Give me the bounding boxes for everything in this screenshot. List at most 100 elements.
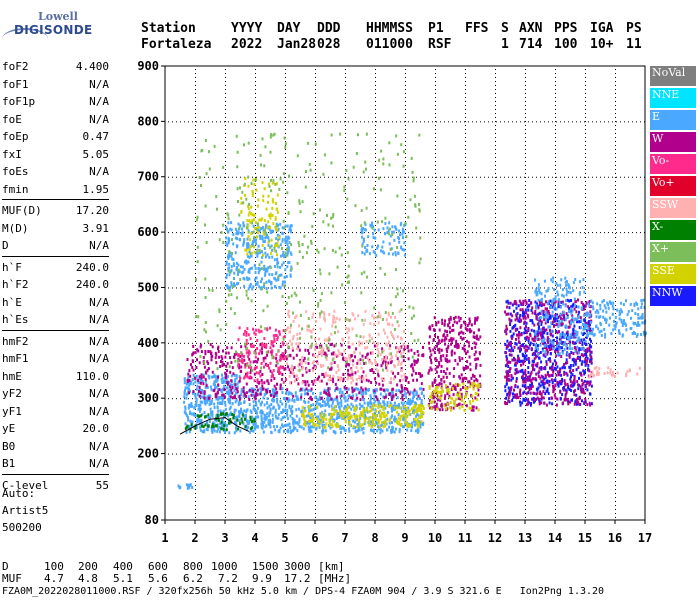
grid-dot (375, 465, 376, 466)
echo-point (392, 377, 395, 381)
echo-point (245, 391, 248, 395)
grid-dot (255, 301, 256, 302)
echo-point (235, 374, 238, 377)
grid-dot (476, 453, 477, 455)
grid-dot (345, 133, 346, 134)
grid-dot (384, 176, 385, 178)
grid-dot (375, 501, 376, 502)
echo-point (262, 430, 265, 434)
grid-dot (615, 201, 616, 202)
grid-dot (435, 445, 436, 446)
grid-dot (315, 85, 316, 86)
echo-point (338, 413, 341, 417)
grid-dot (495, 221, 496, 222)
echo-point (236, 415, 239, 419)
param-name: MUF(D) (2, 204, 42, 217)
echo-point (218, 413, 220, 417)
grid-dot (255, 245, 256, 246)
echo-point (365, 340, 368, 343)
grid-dot (504, 121, 505, 123)
grid-dot (465, 441, 466, 442)
echo-point (312, 422, 315, 426)
grid-dot (465, 453, 466, 454)
grid-dot (585, 261, 586, 262)
echo-point (368, 358, 371, 362)
grid-dot (555, 273, 556, 274)
grid-dot (328, 176, 329, 178)
echo-point (376, 398, 379, 401)
echo-point (291, 405, 294, 409)
grid-dot (435, 309, 436, 310)
echo-point (366, 353, 369, 357)
echo-point (206, 368, 209, 372)
grid-dot (345, 221, 346, 222)
grid-dot (616, 232, 617, 234)
grid-dot (260, 121, 261, 123)
grid-dot (285, 305, 286, 306)
grid-dot (195, 409, 196, 410)
echo-point (409, 390, 412, 394)
param-value: 55 (95, 478, 109, 492)
grid-dot (315, 341, 316, 342)
grid-dot (585, 181, 586, 182)
grid-dot (315, 357, 316, 358)
grid-dot (255, 133, 256, 134)
echo-point (370, 420, 373, 424)
grid-dot (616, 287, 617, 289)
grid-dot (525, 117, 526, 118)
grid-dot (368, 398, 369, 400)
echo-point (286, 409, 289, 412)
echo-point (369, 351, 372, 355)
grid-dot (296, 287, 297, 289)
grid-dot (172, 453, 173, 455)
grid-dot (345, 245, 346, 246)
grid-dot (368, 176, 369, 178)
echo-point (194, 380, 197, 384)
grid-dot (375, 261, 376, 262)
echo-point (254, 355, 257, 359)
echo-point (266, 401, 269, 405)
grid-dot (584, 121, 585, 123)
grid-dot (435, 209, 436, 210)
echo-point (377, 372, 380, 376)
grid-dot (285, 165, 286, 166)
grid-dot (585, 85, 586, 86)
echo-point (330, 377, 333, 381)
echo-point (390, 377, 392, 381)
grid-dot (525, 241, 526, 242)
echo-point (250, 411, 253, 414)
echo-point (260, 362, 263, 365)
echo-point (212, 375, 215, 379)
echo-point (245, 351, 248, 355)
echo-point (269, 361, 272, 365)
grid-dot (468, 176, 469, 178)
echo-point (391, 333, 393, 337)
echo-point (265, 424, 268, 428)
grid-dot (596, 342, 597, 344)
grid-dot (268, 121, 269, 123)
grid-dot (520, 232, 521, 234)
echo-point (355, 382, 358, 386)
grid-dot (345, 85, 346, 86)
echo-point (256, 378, 259, 382)
grid-dot (572, 453, 573, 455)
echo-point (263, 393, 266, 397)
echo-point (211, 375, 214, 379)
echo-point (343, 387, 346, 391)
grid-dot (555, 441, 556, 442)
grid-dot (225, 285, 226, 286)
echo-point (404, 420, 407, 424)
echo-point (390, 429, 392, 432)
grid-dot (375, 481, 376, 482)
grid-dot (495, 129, 496, 130)
grid-dot (408, 342, 409, 344)
grid-dot (555, 237, 556, 238)
grid-dot (465, 425, 466, 426)
grid-dot (405, 297, 406, 298)
echo-point (340, 394, 343, 398)
grid-dot (465, 81, 466, 82)
grid-dot (555, 213, 556, 214)
echo-point (314, 337, 317, 341)
echo-point (345, 364, 348, 368)
echo-point (214, 383, 216, 387)
